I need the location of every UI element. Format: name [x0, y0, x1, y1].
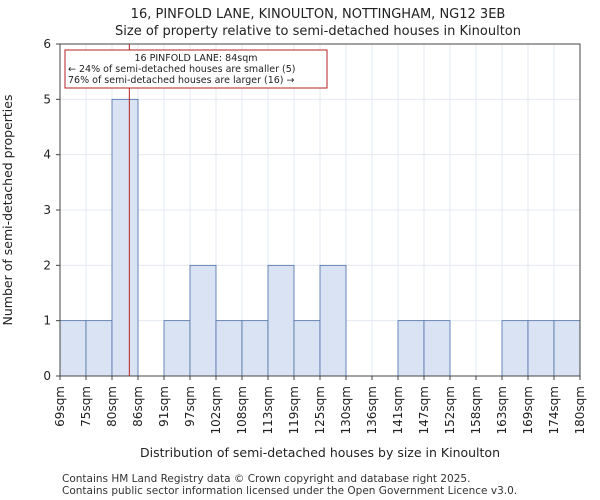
bar-125sqm [319, 264, 347, 377]
x-axis-label: Distribution of semi-detached houses by … [140, 445, 500, 460]
x-tick-label-147sqm: 147sqm [417, 386, 431, 434]
bar-91sqm [163, 320, 191, 377]
bar-69sqm [59, 320, 87, 377]
y-tick-label-0: 0 [43, 369, 51, 383]
x-tick-label-130sqm: 130sqm [339, 386, 353, 434]
annotation-line-2: ← 24% of semi-detached houses are smalle… [68, 64, 296, 75]
x-tick-label-174sqm: 174sqm [547, 386, 561, 434]
bar-75sqm [85, 320, 113, 377]
x-tick-label-113sqm: 113sqm [261, 386, 275, 434]
property-annotation: 16 PINFOLD LANE: 84sqm ← 24% of semi-det… [64, 49, 328, 89]
bar-113sqm [267, 264, 295, 377]
x-axis-ticks: 69sqm 75sqm 80sqm 86sqm 91sqm 97sqm 102sqm 108s… [53, 376, 587, 434]
x-tick-label-152sqm: 152sqm [443, 386, 457, 434]
x-tick-label-119sqm: 119sqm [287, 386, 301, 434]
chart-title: 16, PINFOLD LANE, KINOULTON, NOTTINGHAM,… [131, 7, 506, 22]
x-tick-label-69sqm: 69sqm [53, 386, 67, 427]
bars [59, 98, 581, 377]
x-tick-label-86sqm: 86sqm [131, 386, 145, 427]
y-tick-label-3: 3 [43, 203, 51, 217]
x-tick-label-75sqm: 75sqm [79, 386, 93, 427]
x-tick-label-102sqm: 102sqm [209, 386, 223, 434]
x-tick-label-141sqm: 141sqm [391, 386, 405, 434]
footer-licence: Contains public sector information licen… [62, 485, 518, 497]
bar-102sqm [215, 320, 243, 377]
x-tick-label-91sqm: 91sqm [157, 386, 171, 427]
x-tick-label-158sqm: 158sqm [469, 386, 483, 434]
y-tick-label-1: 1 [43, 314, 51, 328]
bar-174sqm [553, 320, 581, 377]
footer-copyright: Contains HM Land Registry data © Crown c… [62, 473, 471, 485]
x-tick-label-180sqm: 180sqm [573, 386, 587, 434]
annotation-box [64, 49, 328, 89]
x-tick-label-108sqm: 108sqm [235, 386, 249, 434]
bar-147sqm [423, 320, 451, 377]
x-tick-label-97sqm: 97sqm [183, 386, 197, 427]
annotation-line-1: 16 PINFOLD LANE: 84sqm [135, 53, 258, 64]
bar-163sqm [501, 320, 529, 377]
bar-169sqm [527, 320, 555, 377]
bar-141sqm [397, 320, 425, 377]
x-tick-label-80sqm: 80sqm [105, 386, 119, 427]
annotation-line-3: 76% of semi-detached houses are larger (… [68, 75, 295, 86]
y-tick-label-6: 6 [43, 37, 51, 51]
y-tick-label-2: 2 [43, 258, 51, 272]
x-tick-label-163sqm: 163sqm [495, 386, 509, 434]
y-tick-label-4: 4 [43, 148, 51, 162]
x-tick-label-125sqm: 125sqm [313, 386, 327, 434]
bar-108sqm [241, 320, 269, 377]
bar-80sqm [111, 98, 139, 377]
y-axis-ticks: 0 1 2 3 4 5 6 [43, 37, 60, 383]
y-axis-label: Number of semi-detached properties [0, 95, 15, 326]
y-tick-label-5: 5 [43, 92, 51, 106]
x-tick-label-136sqm: 136sqm [365, 386, 379, 434]
chart-subtitle: Size of property relative to semi-detach… [115, 24, 521, 39]
bar-119sqm [293, 320, 321, 377]
bar-97sqm [189, 264, 217, 377]
x-tick-label-169sqm: 169sqm [521, 386, 535, 434]
